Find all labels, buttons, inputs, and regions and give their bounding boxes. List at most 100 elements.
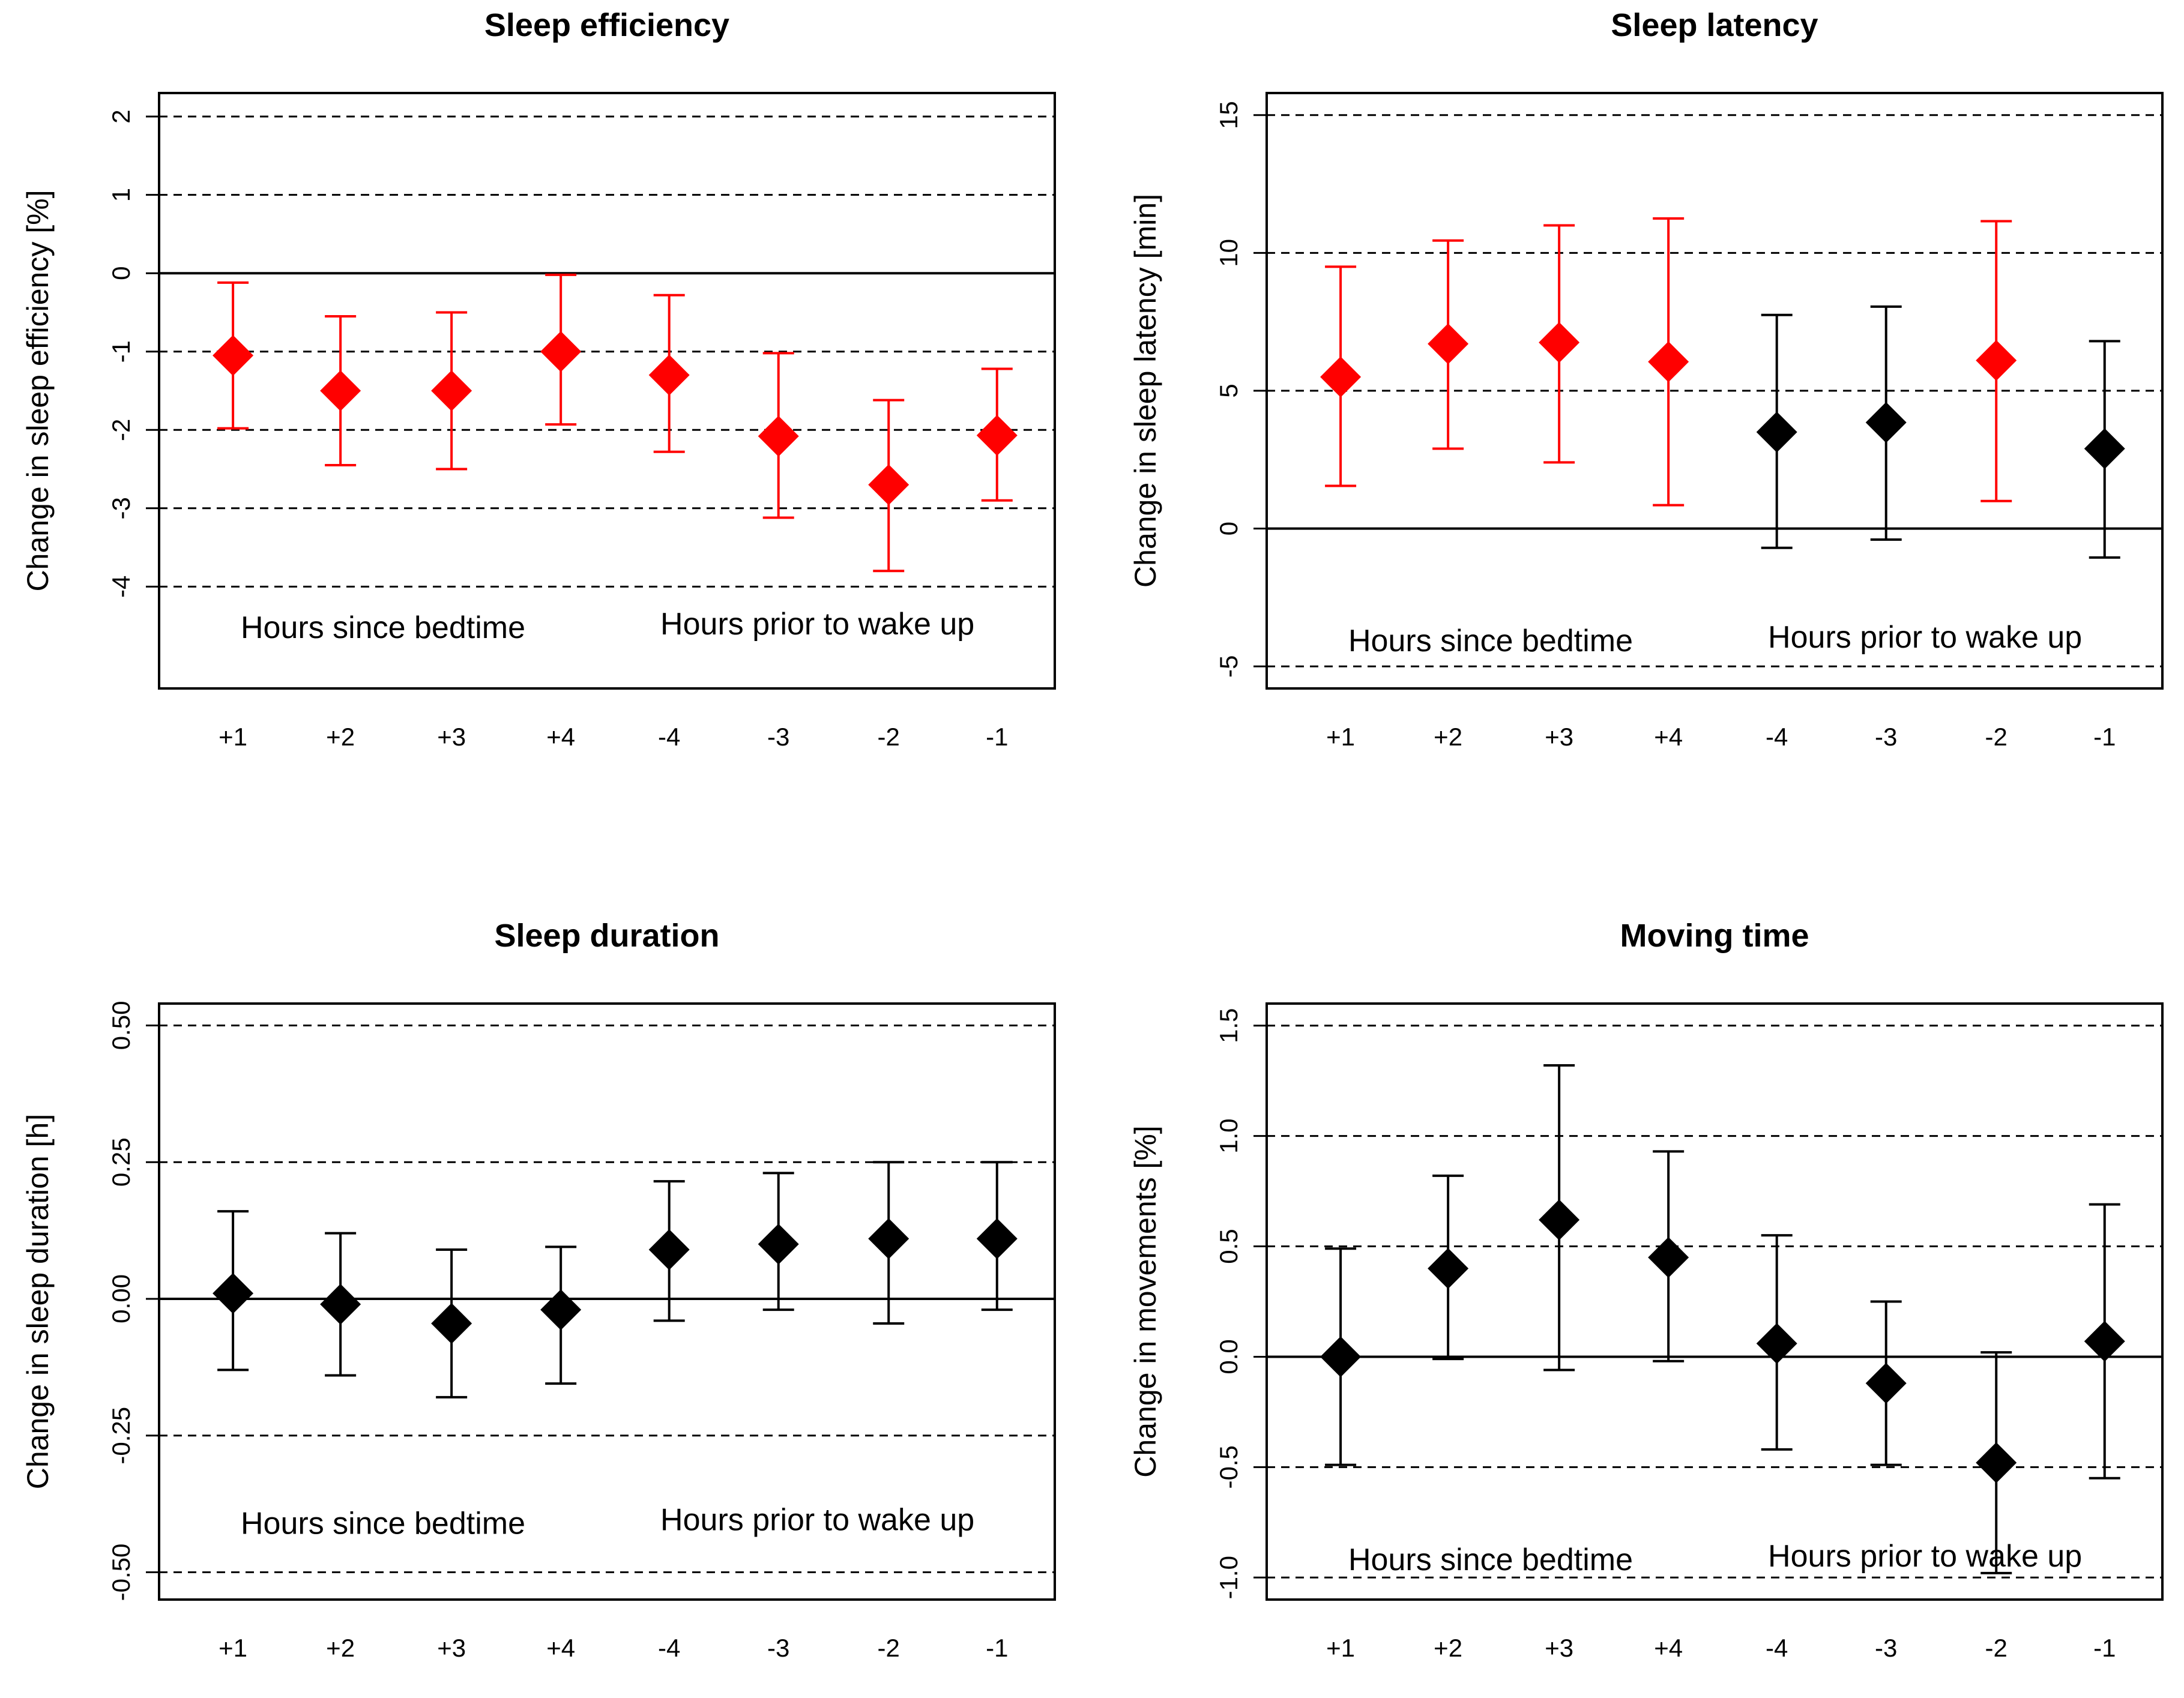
y-tick-label: -2 bbox=[107, 419, 135, 441]
data-point-diamond bbox=[540, 1289, 582, 1331]
y-axis-label: Change in movements [%] bbox=[1129, 1125, 1162, 1477]
x-tick-label: +3 bbox=[1545, 1634, 1573, 1662]
x-tick-label: -4 bbox=[658, 723, 680, 751]
plot-frame bbox=[1265, 1002, 2164, 1601]
x-tick-label: -3 bbox=[1875, 1634, 1897, 1662]
panel-sleep-efficiency: Sleep efficiency Change in sleep efficien… bbox=[21, 7, 1056, 751]
data-point-diamond bbox=[1756, 1323, 1797, 1364]
data-point-diamond bbox=[1428, 323, 1469, 364]
annotation-hours-since-bedtime: Hours since bedtime bbox=[241, 1507, 525, 1541]
data-point-diamond bbox=[1976, 1442, 2017, 1483]
data-point-diamond bbox=[1865, 402, 1907, 443]
y-axis-label: Change in sleep efficiency [%] bbox=[21, 190, 55, 592]
y-tick-label: 1.5 bbox=[1214, 1008, 1243, 1043]
x-tick-label: +1 bbox=[1326, 1634, 1355, 1662]
panel-title: Moving time bbox=[1620, 918, 1809, 954]
x-tick-label: +2 bbox=[1434, 723, 1462, 751]
x-tick-label: +4 bbox=[546, 1634, 575, 1662]
data-point-diamond bbox=[1648, 341, 1689, 382]
x-tick-label: -2 bbox=[1985, 723, 2008, 751]
y-tick-label: 1.0 bbox=[1214, 1118, 1243, 1153]
data-point-diamond bbox=[213, 335, 254, 376]
plot-frame bbox=[158, 92, 1056, 690]
x-tick-label: +4 bbox=[546, 723, 575, 751]
y-tick-label: -1.0 bbox=[1214, 1556, 1243, 1599]
panel-sleep-latency: Sleep latency Change in sleep latency [mi… bbox=[1129, 7, 2164, 751]
y-tick-label: 1 bbox=[107, 188, 135, 202]
data-point-diamond bbox=[1865, 1362, 1907, 1404]
panel-moving-time: Moving time Change in movements [%] 1.5 1.0… bbox=[1129, 918, 2164, 1662]
data-point-diamond bbox=[1539, 1199, 1580, 1241]
data-point-diamond bbox=[976, 1218, 1018, 1259]
data-point-diamond bbox=[431, 1302, 472, 1344]
y-axis-label: Change in sleep latency [min] bbox=[1129, 194, 1162, 588]
data-point-diamond bbox=[758, 1223, 799, 1265]
data-point-diamond bbox=[868, 464, 909, 505]
data-point-diamond bbox=[320, 1284, 361, 1325]
panel-title: Sleep latency bbox=[1611, 7, 1818, 43]
y-tick-label: 2 bbox=[107, 109, 135, 123]
plot-frame bbox=[158, 1002, 1056, 1601]
annotation-hours-since-bedtime: Hours since bedtime bbox=[1348, 1543, 1633, 1577]
data-point-diamond bbox=[648, 354, 690, 396]
annotation-hours-prior-to-wake-up: Hours prior to wake up bbox=[1768, 1539, 2082, 1574]
annotation-hours-prior-to-wake-up: Hours prior to wake up bbox=[660, 1503, 974, 1538]
y-tick-label: 0 bbox=[107, 266, 135, 280]
data-point-diamond bbox=[320, 370, 361, 411]
x-tick-label: +1 bbox=[1326, 723, 1355, 751]
data-point-diamond bbox=[648, 1229, 690, 1270]
x-tick-label: -1 bbox=[2093, 1634, 2116, 1662]
data-point-diamond bbox=[2084, 428, 2125, 469]
x-tick-label: +4 bbox=[1654, 1634, 1683, 1662]
data-point-diamond bbox=[431, 370, 472, 411]
annotation-hours-since-bedtime: Hours since bedtime bbox=[1348, 624, 1633, 658]
y-tick-label: 10 bbox=[1214, 239, 1243, 267]
y-tick-label: 0.25 bbox=[107, 1137, 135, 1187]
x-tick-label: +1 bbox=[219, 723, 247, 751]
data-point-diamond bbox=[1320, 1336, 1362, 1377]
y-tick-label: 0.5 bbox=[1214, 1229, 1243, 1263]
panel-title: Sleep duration bbox=[494, 918, 719, 954]
annotation-hours-since-bedtime: Hours since bedtime bbox=[241, 610, 525, 645]
y-tick-label: -1 bbox=[107, 340, 135, 363]
y-tick-label: -0.25 bbox=[107, 1407, 135, 1465]
x-tick-label: -4 bbox=[658, 1634, 680, 1662]
data-point-diamond bbox=[976, 415, 1018, 456]
x-tick-label: -2 bbox=[1985, 1634, 2008, 1662]
data-point-diamond bbox=[1648, 1236, 1689, 1278]
x-tick-label: -1 bbox=[986, 1634, 1008, 1662]
y-tick-label: -5 bbox=[1214, 655, 1243, 678]
x-tick-label: +2 bbox=[1434, 1634, 1462, 1662]
y-axis-label: Change in sleep duration [h] bbox=[21, 1114, 55, 1489]
x-tick-label: +3 bbox=[437, 1634, 466, 1662]
x-tick-label: -4 bbox=[1766, 723, 1788, 751]
x-tick-label: -1 bbox=[2093, 723, 2116, 751]
data-point-diamond bbox=[2084, 1320, 2125, 1362]
x-tick-label: -2 bbox=[878, 1634, 900, 1662]
data-point-diamond bbox=[1976, 340, 2017, 381]
y-tick-label: -0.50 bbox=[107, 1544, 135, 1601]
x-tick-label: -3 bbox=[767, 723, 789, 751]
y-tick-label: -0.5 bbox=[1214, 1445, 1243, 1489]
y-tick-label: 0 bbox=[1214, 522, 1243, 535]
annotation-hours-prior-to-wake-up: Hours prior to wake up bbox=[1768, 620, 2082, 655]
data-point-diamond bbox=[1539, 322, 1580, 363]
x-tick-label: -2 bbox=[878, 723, 900, 751]
data-point-diamond bbox=[1756, 411, 1797, 453]
panel-title: Sleep efficiency bbox=[484, 7, 729, 43]
y-tick-label: -3 bbox=[107, 497, 135, 519]
y-tick-label: 0.50 bbox=[107, 1001, 135, 1050]
x-tick-label: +1 bbox=[219, 1634, 247, 1662]
x-tick-label: +2 bbox=[326, 723, 355, 751]
y-tick-label: 0.00 bbox=[107, 1274, 135, 1323]
y-tick-label: 5 bbox=[1214, 384, 1243, 397]
x-tick-label: +4 bbox=[1654, 723, 1683, 751]
data-point-diamond bbox=[868, 1218, 909, 1259]
y-tick-label: -4 bbox=[107, 576, 135, 598]
x-tick-label: +2 bbox=[326, 1634, 355, 1662]
y-tick-label: 0.0 bbox=[1214, 1339, 1243, 1374]
x-tick-label: -3 bbox=[767, 1634, 789, 1662]
data-point-diamond bbox=[540, 331, 582, 372]
panel-sleep-duration: Sleep duration Change in sleep duration [… bbox=[21, 918, 1056, 1662]
